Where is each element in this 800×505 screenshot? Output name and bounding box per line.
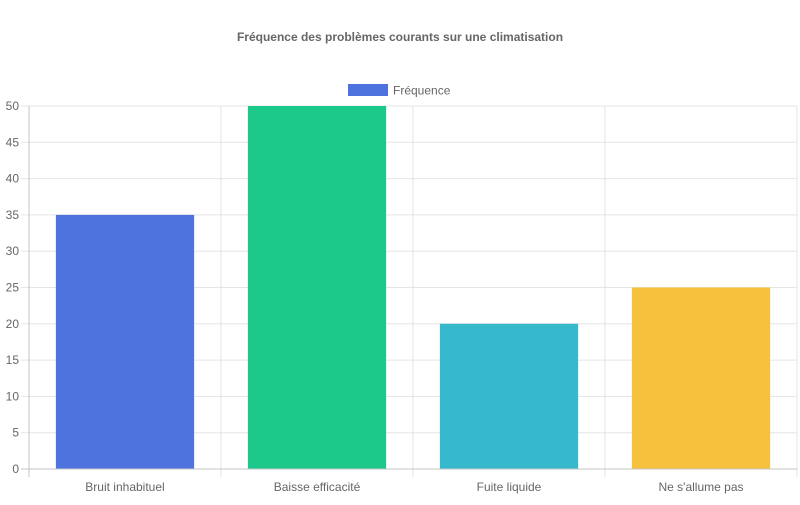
- y-tick-label: 50: [6, 99, 20, 113]
- bar[interactable]: [439, 323, 579, 469]
- legend-swatch: [348, 84, 388, 96]
- y-tick-label: 10: [6, 389, 20, 403]
- y-tick-label: 0: [12, 462, 19, 476]
- bars: [55, 106, 771, 470]
- chart-title: Fréquence des problèmes courants sur une…: [237, 30, 563, 44]
- bar[interactable]: [55, 214, 195, 469]
- bar[interactable]: [247, 106, 387, 469]
- y-tick-label: 20: [6, 317, 20, 331]
- x-tick-labels: Bruit inhabituel Baisse efficacité Fuite l…: [85, 480, 743, 494]
- y-tick-label: 35: [6, 208, 20, 222]
- bar[interactable]: [631, 287, 771, 470]
- x-tick-label: Bruit inhabituel: [85, 480, 164, 494]
- y-tick-label: 5: [12, 426, 19, 440]
- y-tick-label: 15: [6, 353, 20, 367]
- y-tick-label: 30: [6, 244, 20, 258]
- y-tick-label: 40: [6, 172, 20, 186]
- axes: [21, 106, 797, 477]
- x-tick-label: Ne s'allume pas: [659, 480, 744, 494]
- legend-label: Fréquence: [393, 84, 451, 98]
- legend[interactable]: Fréquence: [348, 84, 451, 98]
- y-tick-label: 25: [6, 281, 20, 295]
- x-tick-label: Fuite liquide: [477, 480, 542, 494]
- y-tick-labels: 0 5 10 15 20 25 30 35 40 45 50: [6, 99, 20, 476]
- y-tick-label: 45: [6, 135, 20, 149]
- x-tick-label: Baisse efficacité: [274, 480, 361, 494]
